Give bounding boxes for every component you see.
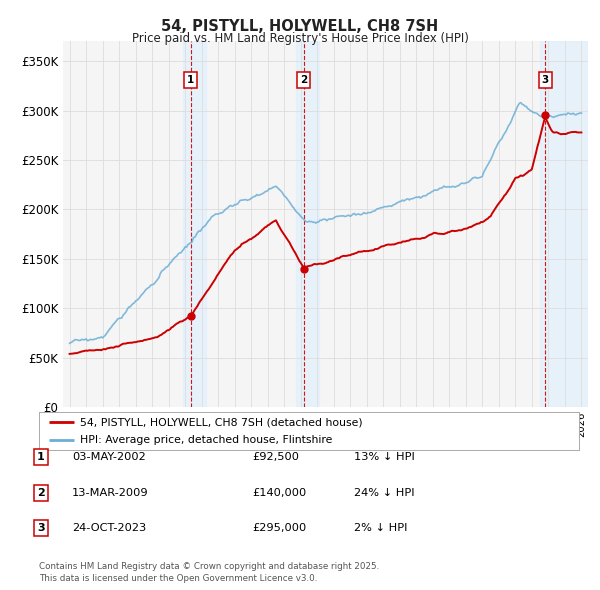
- Text: 03-MAY-2002: 03-MAY-2002: [72, 453, 146, 462]
- Text: 3: 3: [37, 523, 44, 533]
- Text: 2: 2: [37, 488, 44, 497]
- Text: 13% ↓ HPI: 13% ↓ HPI: [354, 453, 415, 462]
- Text: £295,000: £295,000: [252, 523, 306, 533]
- Text: Price paid vs. HM Land Registry's House Price Index (HPI): Price paid vs. HM Land Registry's House …: [131, 32, 469, 45]
- Text: 24% ↓ HPI: 24% ↓ HPI: [354, 488, 415, 497]
- Text: 54, PISTYLL, HOLYWELL, CH8 7SH (detached house): 54, PISTYLL, HOLYWELL, CH8 7SH (detached…: [79, 418, 362, 427]
- Text: 2% ↓ HPI: 2% ↓ HPI: [354, 523, 407, 533]
- Bar: [182, 41, 206, 407]
- Text: HPI: Average price, detached house, Flintshire: HPI: Average price, detached house, Flin…: [79, 435, 332, 445]
- Text: £92,500: £92,500: [252, 453, 299, 462]
- Text: 54, PISTYLL, HOLYWELL, CH8 7SH: 54, PISTYLL, HOLYWELL, CH8 7SH: [161, 19, 439, 34]
- Text: £140,000: £140,000: [252, 488, 306, 497]
- Text: 1: 1: [187, 75, 194, 85]
- Text: Contains HM Land Registry data © Crown copyright and database right 2025.
This d: Contains HM Land Registry data © Crown c…: [39, 562, 379, 583]
- Text: 3: 3: [542, 75, 549, 85]
- Bar: [296, 41, 319, 407]
- Bar: [540, 41, 588, 407]
- Text: 24-OCT-2023: 24-OCT-2023: [72, 523, 146, 533]
- Text: 13-MAR-2009: 13-MAR-2009: [72, 488, 149, 497]
- Text: 1: 1: [37, 453, 44, 462]
- Text: 2: 2: [300, 75, 307, 85]
